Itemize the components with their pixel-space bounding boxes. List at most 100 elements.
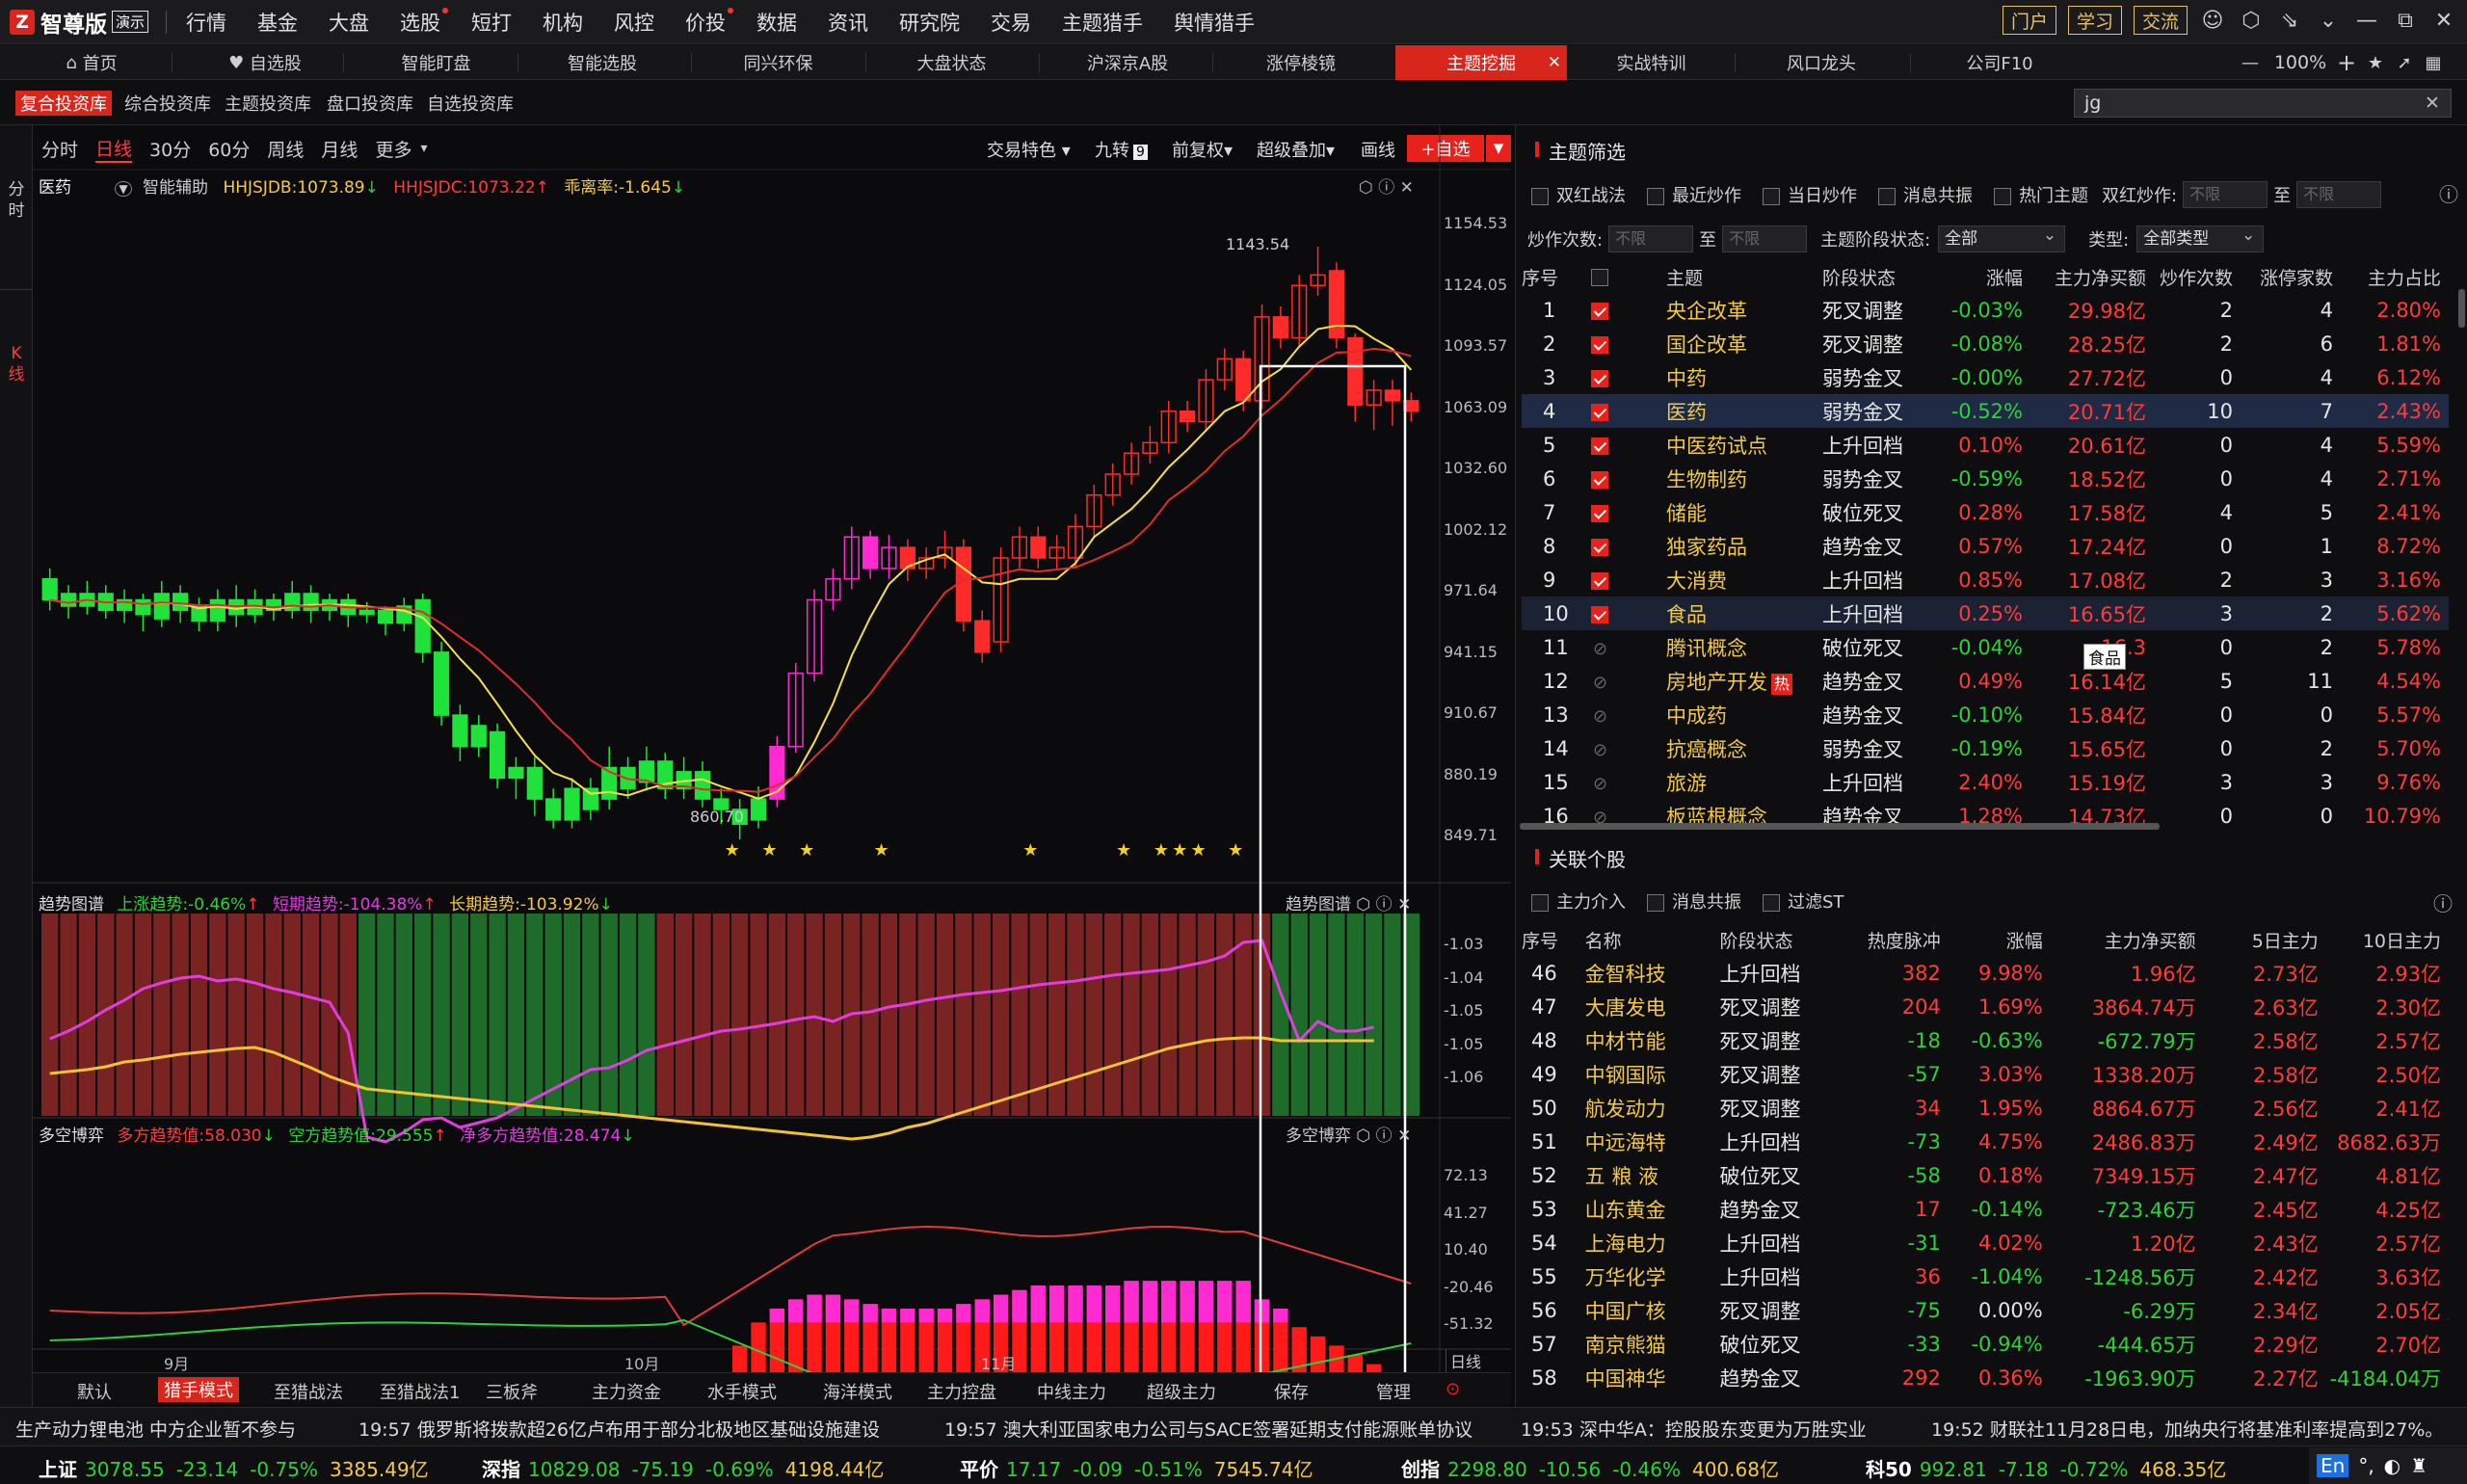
adjust-dropdown[interactable]: 前复权▾ <box>1172 137 1233 162</box>
check-news-resonance[interactable]: 消息共振 <box>1647 888 1741 914</box>
template-tab[interactable]: 水手模式 <box>707 1383 777 1403</box>
checkbox[interactable] <box>1591 470 1608 489</box>
shrink-icon[interactable]: ⇘ <box>2280 8 2299 33</box>
hype-max-input[interactable]: 不限 <box>1722 225 1808 252</box>
ime-skin-icon[interactable]: ♜ <box>2410 1454 2428 1477</box>
tab-a-shares[interactable]: 沪深京A股 <box>1086 54 1169 74</box>
tab-stock-tongxing[interactable]: 同兴环保 <box>743 54 813 74</box>
menu-item[interactable]: 交易 <box>991 8 1031 37</box>
period-4[interactable]: 周线 <box>267 139 305 161</box>
template-tab[interactable]: 保存 <box>1274 1383 1309 1403</box>
nine-turn-toggle[interactable]: 九转 9 <box>1095 137 1148 162</box>
draw-line-button[interactable]: 画线 <box>1361 141 1395 161</box>
tab-watchlist[interactable]: ♥ 自选股 <box>212 45 318 80</box>
news-item[interactable]: 19:57 俄罗斯将拨款超26亿卢布用于部分北极地区基础设施建设 <box>358 1416 880 1442</box>
subtab-comprehensive[interactable]: 综合投资库 <box>124 94 211 115</box>
column-header[interactable]: 主题 <box>1666 267 1704 289</box>
trade-feature-dropdown[interactable]: 交易特色 ▾ <box>987 137 1071 162</box>
checkbox[interactable] <box>1994 188 2011 205</box>
stock-row[interactable]: 57 南京熊猫 破位死叉 -33 -0.94% -444.65万 2.29亿 2.70亿 <box>1522 1327 2449 1361</box>
menu-item[interactable]: 风控 <box>614 8 654 37</box>
expand-icon[interactable]: ⊙ <box>1446 1379 1461 1399</box>
theme-row[interactable]: 3 中药 弱势金叉 -0.00% 27.72亿 0 4 6.12% <box>1522 360 2449 394</box>
restore-icon[interactable]: ⧉ <box>2398 8 2413 33</box>
subtab-orderbook[interactable]: 盘口投资库 <box>327 94 413 115</box>
stock-row[interactable]: 46 金智科技 上升回档 382 9.98% 1.96亿 2.73亿 2.93亿 <box>1522 956 2449 990</box>
column-header[interactable]: 名称 <box>1584 930 1622 952</box>
close-icon[interactable]: ✕ <box>2434 8 2454 33</box>
shuanghong-max-input[interactable]: 不限 <box>2296 181 2382 208</box>
column-header[interactable]: 涨幅 <box>2005 930 2043 952</box>
app-logo[interactable]: Z 智尊版 演示 <box>10 6 149 39</box>
stock-row[interactable]: 49 中钢国际 死叉调整 -57 3.03% 1338.20万 2.58亿 2.50亿 <box>1522 1057 2449 1091</box>
help-icon[interactable]: ⓘ <box>1378 178 1395 198</box>
minimize-icon[interactable]: — <box>2356 8 2377 33</box>
checkbox[interactable] <box>1531 894 1549 912</box>
checkbox[interactable] <box>1591 437 1608 455</box>
stage-select[interactable]: 全部 <box>1938 223 2066 252</box>
theme-row[interactable]: 1 央企改革 死叉调整 -0.03% 29.98亿 2 4 2.80% <box>1522 293 2449 327</box>
theme-row[interactable]: 10 食品 上升回档 0.25% 16.65亿 3 2 5.62% <box>1522 596 2449 630</box>
template-tab[interactable]: 超级主力 <box>1147 1383 1216 1403</box>
subtab-composite[interactable]: 复合投资库 <box>15 91 112 116</box>
check-shuanghong[interactable]: 双红战法 <box>1531 182 1626 207</box>
menu-item[interactable]: 资讯 <box>828 8 868 37</box>
help-icon[interactable]: ⓘ <box>1375 1126 1393 1146</box>
checkbox[interactable] <box>1591 335 1608 354</box>
checkbox[interactable] <box>1591 605 1608 623</box>
stock-row[interactable]: 55 万华化学 上升回档 36 -1.04% -1248.56万 2.42亿 3.63亿 <box>1522 1259 2449 1293</box>
theme-row[interactable]: 5 中医药试点 上升回档 0.10% 20.61亿 0 4 5.59% <box>1522 428 2449 462</box>
stock-row[interactable]: 56 中国广核 死叉调整 -75 0.00% -6.29万 2.34亿 2.05亿 <box>1522 1293 2449 1327</box>
ime-punct-icon[interactable]: °, <box>2358 1454 2374 1477</box>
zoom-out-icon[interactable]: — <box>2242 52 2259 73</box>
tab-hot-leaders[interactable]: 风口龙头 <box>1787 54 1856 74</box>
user-icon[interactable]: ☺ <box>2201 8 2224 33</box>
column-header[interactable]: 主力净买额 <box>2104 930 2196 952</box>
news-item[interactable]: 19:53 深中华A：控股股东变更为万胜实业 <box>1521 1416 1867 1442</box>
column-header[interactable]: 热度脉冲 <box>1867 930 1941 952</box>
dropdown-circle-icon[interactable]: ▼ <box>115 181 132 197</box>
grid-icon[interactable]: ▦ <box>2425 52 2442 73</box>
tab-market-state[interactable]: 大盘状态 <box>916 54 987 74</box>
template-tab[interactable]: 主力控盘 <box>927 1383 996 1403</box>
stock-row[interactable]: 51 中远海特 上升回档 -73 4.75% 2486.83万 2.49亿 8682.63万 <box>1522 1125 2449 1158</box>
column-header[interactable]: 主力占比 <box>2367 267 2441 289</box>
tab-smart-monitor[interactable]: 智能盯盘 <box>401 54 471 74</box>
theme-row[interactable]: 9 大消费 上升回档 0.85% 17.08亿 2 3 3.16% <box>1522 563 2449 596</box>
index-item[interactable]: 平价 17.17 -0.09 -0.51% 7545.74亿 <box>960 1454 1313 1482</box>
menu-item[interactable]: 选股 <box>400 7 449 37</box>
check-hot[interactable]: 热门主题 <box>1994 182 2088 207</box>
tab-smart-pick[interactable]: 智能选股 <box>568 54 637 74</box>
pin-icon[interactable]: ➚ <box>2397 52 2412 73</box>
ime-status[interactable]: En °, ◐ ♜ <box>2309 1447 2467 1484</box>
chevron-down-icon[interactable]: ⌄ <box>2319 8 2338 33</box>
tab-theme-mining[interactable]: 主题挖掘 ✕ <box>1395 45 1567 80</box>
period-5[interactable]: 月线 <box>321 139 358 161</box>
tab-f10[interactable]: 公司F10 <box>1966 54 2033 74</box>
theme-row[interactable]: 15 ⊘ 旅游 上升回档 2.40% 15.19亿 3 3 9.76% <box>1522 765 2449 799</box>
column-header[interactable]: 序号 <box>1522 930 1559 952</box>
column-header[interactable]: 5日主力 <box>2251 930 2319 952</box>
checkbox[interactable] <box>1531 188 1549 205</box>
add-watchlist-button[interactable]: +自选 <box>1407 135 1484 162</box>
period-3[interactable]: 60分 <box>208 139 251 161</box>
column-header[interactable]: 阶段状态 <box>1719 930 1793 952</box>
kline-chart[interactable]: ★ ★ ★ ★ ★ ★ ★ ★ ★ ★ <box>33 125 1511 1372</box>
period-6[interactable]: 更多 <box>375 139 412 161</box>
vertical-scrollbar[interactable] <box>2458 289 2465 328</box>
overlay-dropdown[interactable]: 超级叠加▾ <box>1257 137 1335 162</box>
news-item[interactable]: 19:52 财联社11月28日电，加纳央行将基准利率提高到27%。 <box>1931 1416 2443 1442</box>
help-icon[interactable]: ⓘ <box>2439 183 2458 206</box>
hype-min-input[interactable]: 不限 <box>1608 225 1694 252</box>
template-tab[interactable]: 三板斧 <box>486 1383 538 1403</box>
theme-row[interactable]: 4 医药 弱势金叉 -0.52% 20.71亿 10 7 2.43% <box>1522 394 2449 428</box>
shuanghong-min-input[interactable]: 不限 <box>2183 181 2268 208</box>
checkbox[interactable] <box>1591 403 1608 421</box>
column-header[interactable]: 涨停家数 <box>2259 267 2333 289</box>
check-news[interactable]: 消息共振 <box>1878 182 1973 207</box>
checkbox[interactable] <box>1763 894 1780 912</box>
learn-button[interactable]: 学习 <box>2067 6 2122 35</box>
index-item[interactable]: 上证 3078.55 -23.14 -0.75% 3385.49亿 <box>39 1454 429 1482</box>
theme-row[interactable]: 8 独家药品 趋势金叉 0.57% 17.24亿 0 1 8.72% <box>1522 529 2449 563</box>
